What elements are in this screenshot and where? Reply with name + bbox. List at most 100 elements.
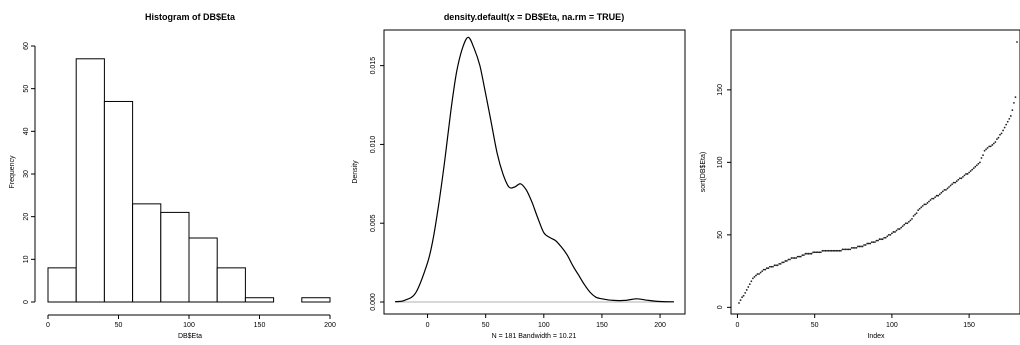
scatter-y-tick-label: 150 [717,84,724,96]
scatter-point [954,181,957,184]
scatter-point [881,238,884,241]
scatter-point [804,252,807,255]
histogram-y-tick-label: 40 [23,127,30,135]
scatter-point [750,280,753,283]
histogram-ylabel: Frequency [9,155,16,189]
scatter-point [912,215,915,217]
scatter-point [799,255,802,258]
density-ylabel: Density [352,160,359,184]
scatter-point [764,268,767,271]
scatter-point [940,191,943,194]
scatter-point [761,270,764,272]
scatter-point [898,228,901,230]
scatter-point [941,190,944,193]
scatter-point [874,241,876,244]
histogram-bar [216,267,246,303]
scatter-point [784,260,787,262]
scatter-point [835,249,838,252]
scatter-point [887,233,890,236]
scatter-point [907,220,910,223]
density-y-tick-label: 0.010 [370,136,377,154]
scatter-point [938,193,941,196]
scatter-y-tick-label: 0 [717,305,724,309]
scatter-point [924,203,927,206]
scatter-point [841,248,844,251]
density-x-tick-label: 0 [426,322,430,329]
histogram-x-tick-label: 150 [254,322,266,329]
scatter-point [738,302,740,304]
scatter-point [996,138,998,141]
scatter-point [790,257,793,259]
scatter-point [813,251,816,254]
scatter-point [900,226,903,229]
scatter-point [917,209,920,212]
histogram-bar [47,267,77,303]
scatter-point [991,144,994,146]
scatter-point [775,264,777,267]
scatter-y-tick-label: 50 [717,231,724,239]
scatter-point [787,258,790,261]
scatter-plot-frame [730,29,1020,315]
scatter-point [827,249,830,252]
scatter-point [767,267,770,270]
scatter-point [994,141,997,143]
scatter-point [861,245,864,248]
scatter-point [965,173,967,175]
scatter-point [870,241,873,244]
scatter-point [830,249,833,252]
scatter-point [798,255,801,258]
scatter-point [838,249,841,252]
scatter-point [884,236,887,239]
scatter-point [850,247,853,249]
histogram-bar [188,237,218,303]
scatter-point [869,242,872,245]
histogram-y-tick-label: 20 [23,213,30,221]
scatter-point [911,218,913,220]
scatter-point [742,294,745,297]
scatter-point [739,299,742,301]
scatter-point [809,252,811,255]
scatter-point [886,235,889,238]
histogram-y-tick-label: 60 [23,42,30,50]
scatter-point [897,228,899,230]
scatter-point [878,238,881,241]
scatter-point [758,273,760,275]
scatter-ylabel: sort(DB$Eta) [700,152,707,192]
scatter-point [985,148,988,151]
scatter-point [858,245,861,248]
scatter-point [852,247,855,249]
scatter-point [988,145,991,148]
scatter-point [793,257,796,259]
scatter-point [796,255,799,258]
scatter-point [894,231,896,233]
density-y-tick-label: 0.015 [370,57,377,75]
scatter-point [745,289,748,291]
scatter-point [840,249,842,252]
scatter-point [986,146,989,149]
scatter-x-tick-label: 100 [886,322,898,329]
scatter-x-tick-label: 50 [811,322,819,329]
density-x-tick-label: 200 [654,322,666,329]
scatter-point [853,247,856,249]
scatter-point [946,187,949,190]
scatter-point [843,248,845,251]
scatter-point [949,184,952,187]
scatter-point [963,174,966,177]
scatter-point [889,233,892,236]
scatter-point [1014,96,1017,98]
scatter-point [818,251,821,254]
histogram-title: Histogram of DB$Eta [145,12,236,22]
scatter-point [826,249,828,252]
scatter-point [781,261,784,264]
scatter-x-tick-label: 0 [736,322,740,329]
density-panel: density.default(x = DB$Eta, na.rm = TRUE… [352,12,686,340]
scatter-point [866,242,869,245]
scatter-point [974,165,977,168]
scatter-point [776,264,779,267]
scatter-point [792,257,794,259]
scatter-point [937,194,940,197]
histogram-bar [160,211,190,303]
histogram-y-tick-label: 50 [23,85,30,93]
scatter-point [920,206,923,209]
